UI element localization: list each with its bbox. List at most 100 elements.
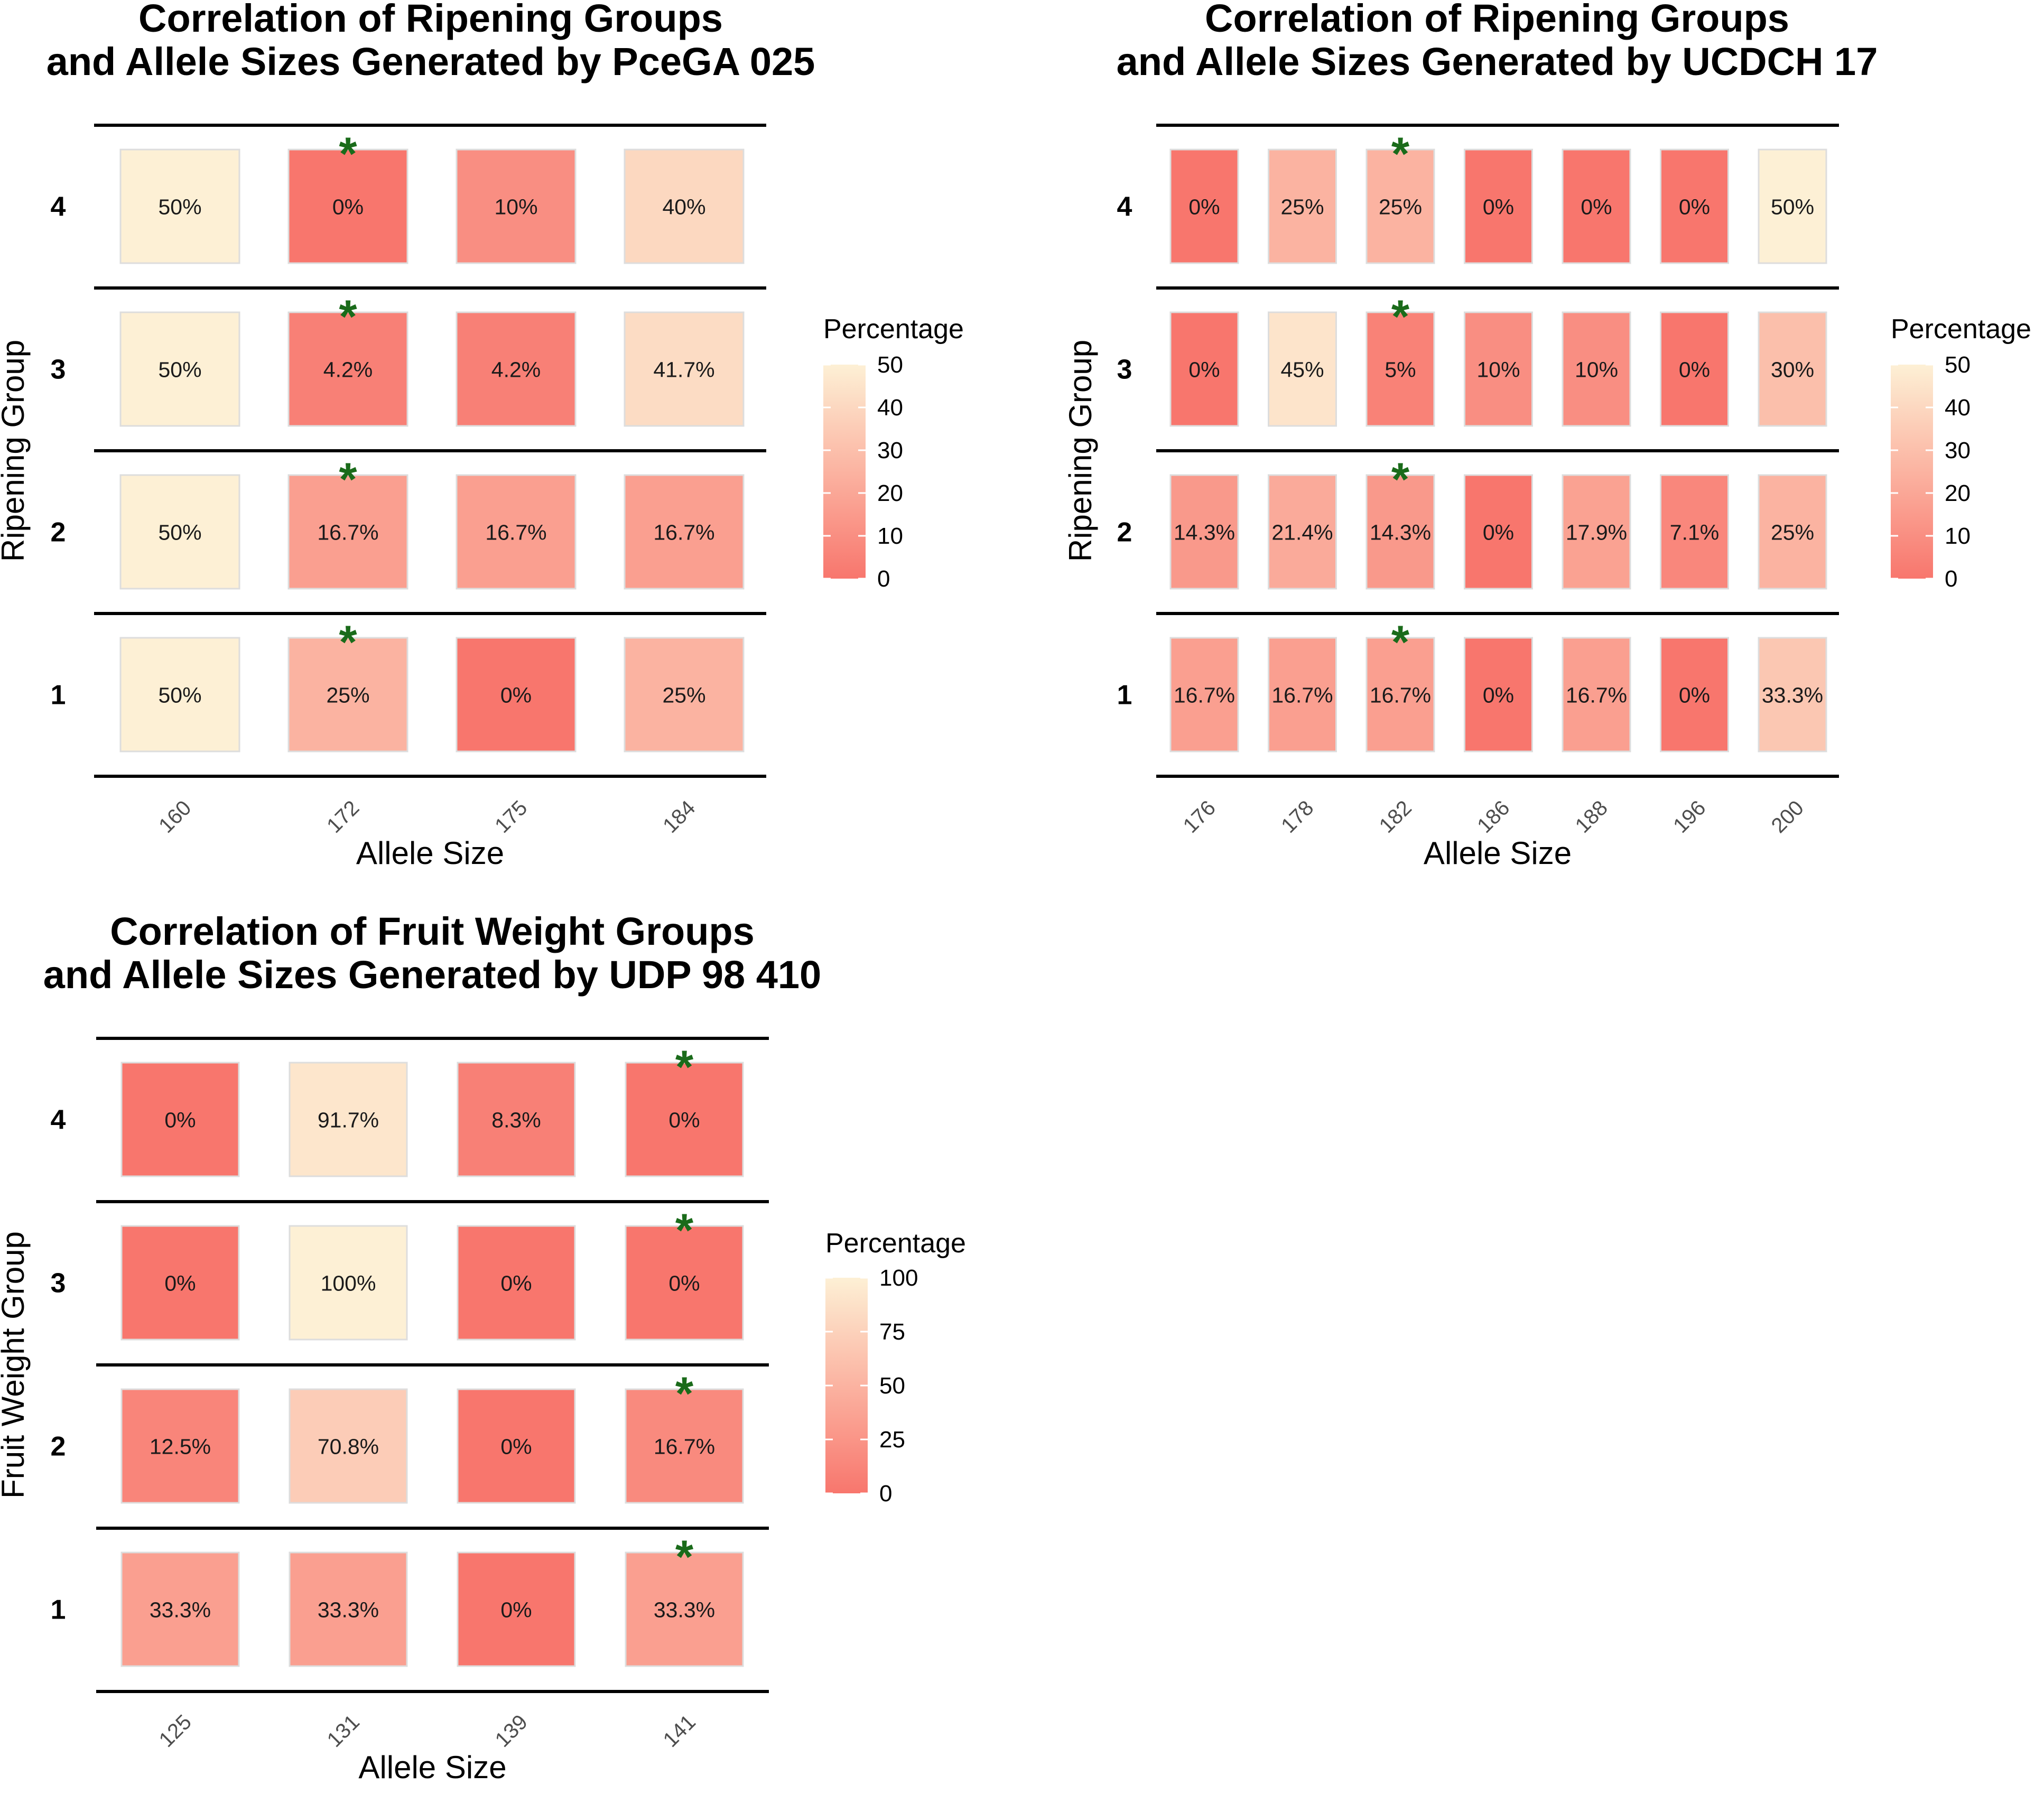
legend-title: Percentage — [1891, 314, 2031, 345]
cell-value-label: 0% — [1483, 520, 1514, 545]
cell-value-label: 8.3% — [491, 1108, 541, 1132]
cell-value-label: 0% — [500, 1271, 532, 1296]
cell-value-label: 5% — [1385, 358, 1416, 382]
heatmap-cell — [1169, 148, 1239, 264]
heatmap-cell — [1365, 311, 1435, 427]
cell-value-label: 10% — [1476, 358, 1520, 382]
legend-tick-label: 30 — [877, 438, 903, 463]
chart-title-line-2: and Allele Sizes Generated by UDP 98 410 — [43, 953, 821, 997]
cell-value-label: 41.7% — [653, 358, 714, 382]
heatmap-cell — [120, 1388, 240, 1504]
heatmap-cell — [1268, 148, 1337, 264]
cell-value-label: 0% — [668, 1108, 700, 1132]
legend-tick-label: 75 — [879, 1319, 905, 1345]
legend-tick-label: 0 — [879, 1481, 892, 1507]
legend-title: Percentage — [823, 314, 964, 345]
cell-value-label: 0% — [1679, 683, 1710, 708]
y-tick-label: 1 — [51, 680, 66, 711]
heatmap-cell — [1268, 311, 1337, 427]
y-tick-label: 2 — [51, 517, 66, 548]
heatmap-cell — [119, 474, 240, 590]
cell-value-label: 25% — [1379, 195, 1422, 219]
heatmap-cell — [119, 311, 240, 427]
cell-value-label: 50% — [158, 358, 201, 382]
heatmap-cell — [624, 311, 745, 427]
cell-value-label: 100% — [321, 1271, 376, 1296]
heatmap-cell — [1660, 637, 1729, 752]
heatmap-cell — [120, 1225, 240, 1341]
chart-title-line-2: and Allele Sizes Generated by UCDCH 17 — [1117, 40, 1878, 83]
heatmap-cell — [1464, 637, 1533, 752]
y-tick-label: 4 — [1117, 192, 1132, 222]
heatmap-cell — [625, 1551, 744, 1667]
heatmap-cell — [289, 1225, 408, 1341]
heatmap-cell — [1464, 311, 1533, 427]
heatmap-cell — [1758, 637, 1827, 752]
cell-value-label: 0% — [1679, 195, 1710, 219]
heatmap-cell — [624, 474, 745, 590]
heatmap-cell — [1758, 311, 1827, 427]
x-tick-label: 186 — [1473, 796, 1514, 838]
x-tick-label: 125 — [155, 1711, 196, 1752]
legend-tick-label: 50 — [1945, 352, 1971, 378]
chart-title-line-1: Correlation of Ripening Groups — [1205, 0, 1789, 40]
legend-colorbar — [823, 365, 866, 579]
x-tick-label: 200 — [1767, 796, 1808, 838]
heatmap-cell — [456, 148, 577, 264]
cell-value-label: 50% — [1771, 195, 1814, 219]
x-tick-label: 141 — [659, 1711, 700, 1752]
heatmap-cell — [624, 637, 745, 752]
y-tick-label: 3 — [1117, 355, 1132, 385]
heatmap-cell — [119, 637, 240, 752]
x-axis-title: Allele Size — [358, 1750, 506, 1785]
cell-value-label: 0% — [332, 195, 364, 219]
y-tick-label: 4 — [51, 1105, 66, 1136]
heatmap-cell — [287, 148, 408, 264]
cell-value-label: 0% — [164, 1271, 196, 1296]
cell-value-label: 33.3% — [150, 1598, 211, 1622]
heatmap-cell — [457, 1062, 576, 1177]
significance-marker: * — [339, 290, 357, 342]
cell-value-label: 50% — [158, 683, 201, 708]
heatmap-cell — [1365, 148, 1435, 264]
cell-value-label: 33.3% — [318, 1598, 379, 1622]
cell-value-label: 16.7% — [654, 1435, 715, 1459]
cell-value-label: 0% — [1581, 195, 1612, 219]
cell-value-label: 16.7% — [1566, 683, 1627, 708]
cell-value-label: 21.4% — [1271, 520, 1333, 545]
cell-value-label: 0% — [1483, 683, 1514, 708]
significance-marker: * — [1391, 127, 1410, 180]
heatmap-cell — [289, 1388, 408, 1504]
cell-value-label: 16.7% — [1370, 683, 1431, 708]
heatmap-cell — [1169, 474, 1239, 590]
x-tick-label: 178 — [1277, 796, 1318, 838]
heatmap-cell — [287, 637, 408, 752]
cell-value-label: 4.2% — [323, 358, 373, 382]
heatmap-cell — [120, 1062, 240, 1177]
cell-value-label: 0% — [500, 1435, 532, 1459]
cell-value-label: 14.3% — [1174, 520, 1235, 545]
legend-tick-label: 25 — [879, 1427, 905, 1453]
heatmap-cell — [457, 1388, 576, 1504]
y-tick-label: 4 — [51, 192, 66, 222]
heatmap-cell — [625, 1225, 744, 1341]
significance-marker: * — [675, 1530, 694, 1583]
legend-colorbar — [1891, 365, 1933, 579]
significance-marker: * — [339, 453, 357, 505]
cell-value-label: 0% — [500, 683, 532, 708]
cell-value-label: 0% — [668, 1271, 700, 1296]
cell-value-label: 16.7% — [317, 520, 378, 545]
heatmap-cell — [289, 1062, 408, 1177]
y-axis-title: Ripening Group — [1063, 340, 1098, 562]
heatmap-cell — [624, 148, 745, 264]
heatmap-cell — [1464, 148, 1533, 264]
cell-value-label: 16.7% — [485, 520, 546, 545]
y-tick-label: 1 — [1117, 680, 1132, 711]
heatmap-cell — [625, 1388, 744, 1504]
significance-marker: * — [339, 127, 357, 180]
cell-value-label: 25% — [1280, 195, 1324, 219]
cell-value-label: 33.3% — [1762, 683, 1823, 708]
cell-value-label: 0% — [1188, 195, 1220, 219]
